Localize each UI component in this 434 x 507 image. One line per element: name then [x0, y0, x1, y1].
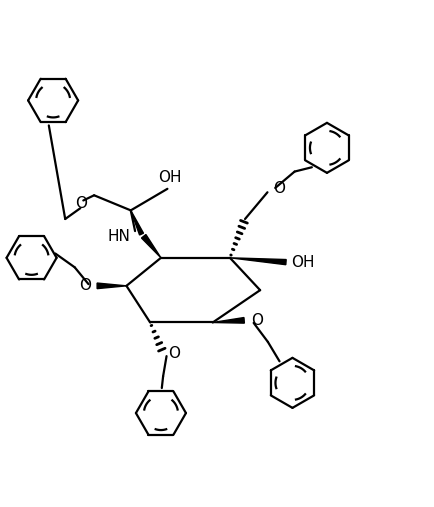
- Polygon shape: [97, 283, 126, 288]
- Polygon shape: [213, 317, 244, 323]
- Text: O: O: [168, 346, 180, 361]
- Text: O: O: [273, 182, 285, 196]
- Polygon shape: [131, 210, 144, 235]
- Text: O: O: [75, 196, 87, 211]
- Text: OH: OH: [291, 255, 315, 270]
- Text: HN: HN: [108, 229, 131, 244]
- Polygon shape: [230, 258, 286, 265]
- Text: O: O: [251, 313, 263, 328]
- Text: O: O: [79, 278, 91, 294]
- Text: OH: OH: [158, 169, 181, 185]
- Polygon shape: [141, 235, 161, 258]
